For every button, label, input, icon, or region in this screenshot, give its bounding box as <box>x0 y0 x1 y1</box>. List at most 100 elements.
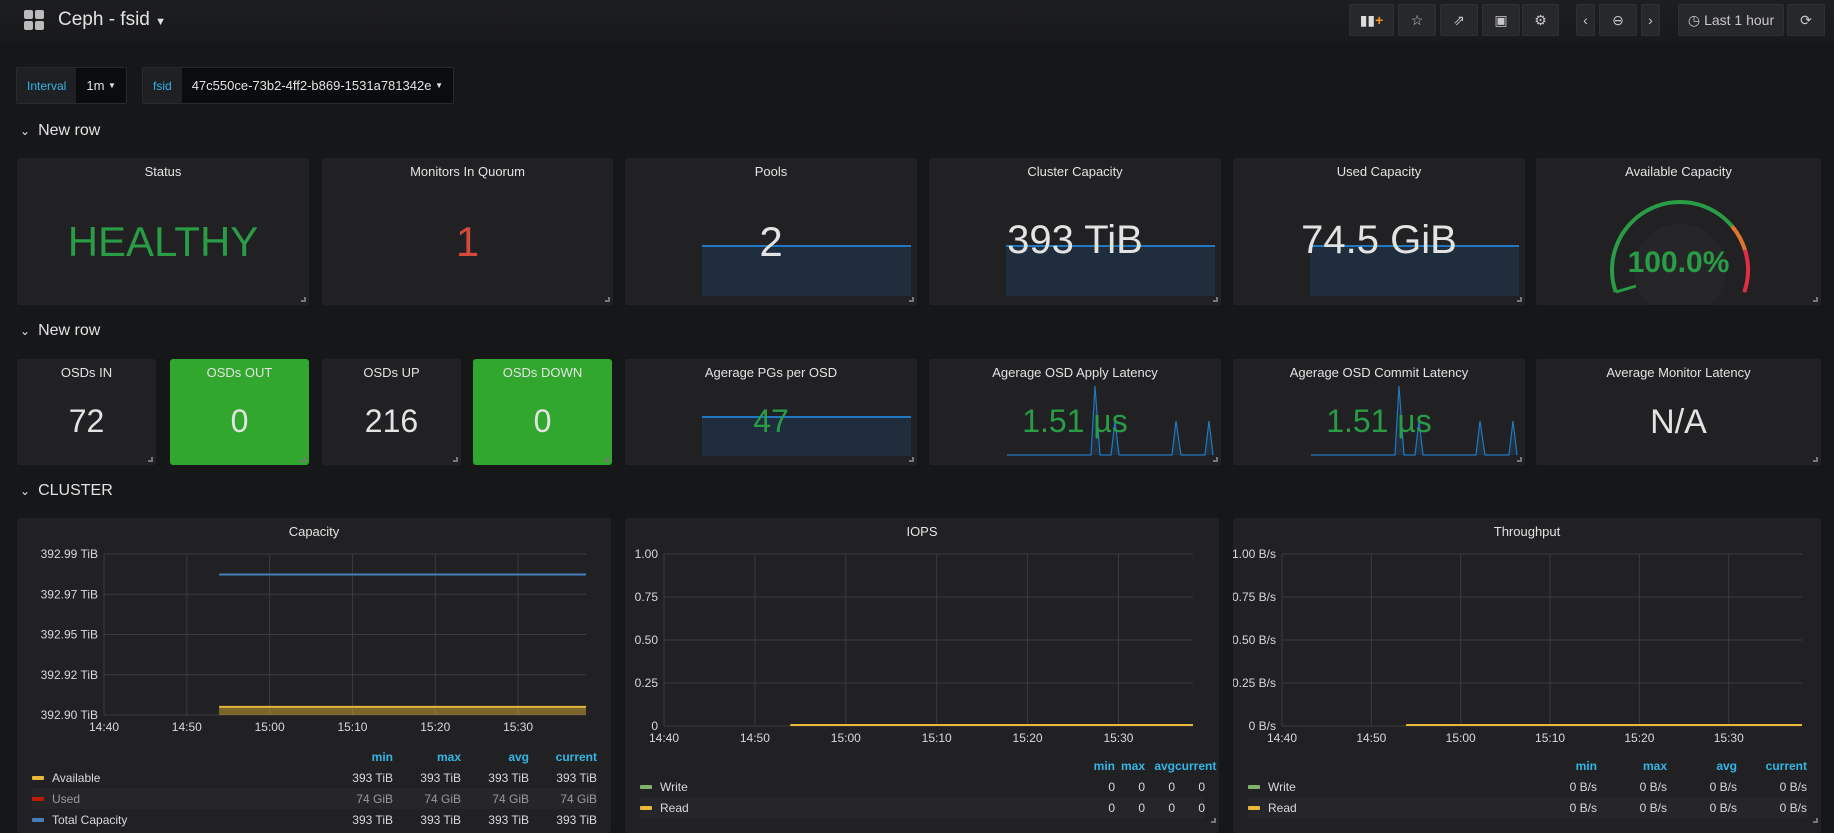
panel-title[interactable]: Status <box>144 164 182 179</box>
legend-series-name[interactable]: Available <box>52 770 101 785</box>
series-color-swatch[interactable] <box>32 817 44 822</box>
legend-item[interactable]: Total Capacity 393 TiB 393 TiB 393 TiB 393 T… <box>32 809 597 830</box>
star-button[interactable]: ☆ <box>1398 4 1436 36</box>
time-forward-button[interactable]: › <box>1641 4 1660 36</box>
legend-item[interactable]: Write 0 0 0 0 <box>640 776 1205 797</box>
sparkline <box>1007 385 1214 456</box>
panel-title[interactable]: OSDs IN <box>60 365 113 380</box>
share-button[interactable]: ⇗ <box>1440 4 1478 36</box>
interval-variable[interactable]: Interval 1m ▼ <box>16 67 127 104</box>
legend-header-avg[interactable]: avg <box>1154 758 1175 773</box>
legend-value-avg: 74 GiB <box>492 791 529 806</box>
zoom-out-button[interactable]: ⊖ <box>1599 4 1637 36</box>
resize-handle[interactable] <box>604 457 609 462</box>
row-header-1[interactable]: ⌄ New row <box>20 122 100 140</box>
add-panel-button[interactable]: ▮▮+ <box>1349 4 1394 36</box>
panel-title[interactable]: Available Capacity <box>1625 164 1732 179</box>
status-panel: Status HEALTHY <box>17 158 309 305</box>
panel-title[interactable]: Agerage OSD Commit Latency <box>1289 365 1469 380</box>
x-tick-label: 14:50 <box>740 731 770 745</box>
panel-title[interactable]: Used Capacity <box>1336 164 1422 179</box>
resize-handle[interactable] <box>1813 818 1818 823</box>
legend-header-max[interactable]: max <box>1120 758 1145 773</box>
legend-value-current: 393 TiB <box>556 770 597 785</box>
legend-header-current[interactable]: current <box>1765 758 1807 773</box>
series-color-swatch[interactable] <box>640 784 652 789</box>
legend-item[interactable]: Read 0 0 0 0 <box>640 797 1205 818</box>
legend-series-name[interactable]: Write <box>1268 779 1296 794</box>
panel-title[interactable]: Capacity <box>288 524 340 539</box>
fsid-variable[interactable]: fsid 47c550ce-73b2-4ff2-b869-1531a781342… <box>142 67 454 104</box>
panel-title[interactable]: Agerage PGs per OSD <box>704 365 838 380</box>
legend-series-name[interactable]: Write <box>660 779 688 794</box>
resize-handle[interactable] <box>605 297 610 302</box>
save-button[interactable]: ▣ <box>1482 4 1520 36</box>
resize-handle[interactable] <box>909 457 914 462</box>
panel-title[interactable]: OSDs DOWN <box>502 365 583 380</box>
legend-header-min[interactable]: min <box>1093 758 1115 773</box>
resize-handle[interactable] <box>1211 818 1216 823</box>
fsid-label: fsid <box>143 68 182 103</box>
legend-item[interactable]: Write 0 B/s 0 B/s 0 B/s 0 B/s <box>1248 776 1807 797</box>
monitor-latency-value: N/A <box>1650 403 1707 441</box>
resize-handle[interactable] <box>301 297 306 302</box>
interval-select[interactable]: 1m ▼ <box>76 68 126 103</box>
time-back-button[interactable]: ‹ <box>1576 4 1595 36</box>
resize-handle[interactable] <box>301 457 306 462</box>
fsid-select[interactable]: 47c550ce-73b2-4ff2-b869-1531a781342e ▼ <box>181 68 453 103</box>
legend-header-avg[interactable]: avg <box>508 749 529 764</box>
dashboard-grid-icon[interactable] <box>24 10 44 30</box>
resize-handle[interactable] <box>1517 457 1522 462</box>
legend-header-max[interactable]: max <box>1642 758 1667 773</box>
refresh-button[interactable]: ⟳ <box>1787 4 1825 36</box>
series-color-swatch[interactable] <box>1248 784 1260 789</box>
iops-graph-panel: IOPS 1.00 0.75 0.50 0.25 0 14:40 14:50 15:00 15:… <box>625 518 1219 833</box>
resize-handle[interactable] <box>909 297 914 302</box>
legend-header-max[interactable]: max <box>436 749 461 764</box>
legend-header-min[interactable]: min <box>371 749 393 764</box>
legend-value-min: 0 B/s <box>1569 779 1597 794</box>
dashboard-title[interactable]: Ceph - fsid ▼ <box>58 9 166 31</box>
time-picker-button[interactable]: ◷ Last 1 hour <box>1678 4 1784 36</box>
panel-title[interactable]: Cluster Capacity <box>1027 164 1123 179</box>
resize-handle[interactable] <box>1213 457 1218 462</box>
row-header-cluster[interactable]: ⌄ CLUSTER <box>20 482 113 500</box>
series-color-swatch[interactable] <box>1248 805 1260 810</box>
panel-title[interactable]: IOPS <box>906 524 938 539</box>
resize-handle[interactable] <box>453 457 458 462</box>
series-color-swatch[interactable] <box>32 796 44 801</box>
legend-series-name[interactable]: Used <box>52 791 81 806</box>
available-capacity-panel: Available Capacity 100.0% <box>1536 158 1821 305</box>
resize-handle[interactable] <box>1517 297 1522 302</box>
legend-header-current[interactable]: current <box>1175 758 1217 773</box>
resize-handle[interactable] <box>1813 297 1818 302</box>
clock-icon: ◷ <box>1687 11 1701 28</box>
panel-title[interactable]: Average Monitor Latency <box>1606 365 1751 380</box>
panel-title[interactable]: OSDs OUT <box>206 365 273 380</box>
legend-series-name[interactable]: Total Capacity <box>52 812 128 827</box>
legend-series-name[interactable]: Read <box>660 800 689 815</box>
series-color-swatch[interactable] <box>32 775 44 780</box>
series-color-swatch[interactable] <box>640 805 652 810</box>
y-tick-label: 392.92 TiB <box>41 668 98 682</box>
panel-title[interactable]: Monitors In Quorum <box>410 164 525 179</box>
legend-item[interactable]: Used 74 GiB 74 GiB 74 GiB 74 GiB <box>32 788 597 809</box>
panel-title[interactable]: Throughput <box>1493 524 1561 539</box>
legend-item[interactable]: Available 393 TiB 393 TiB 393 TiB 393 TiB <box>32 767 597 788</box>
legend-value-max: 0 <box>1138 800 1145 815</box>
legend-series-name[interactable]: Read <box>1268 800 1297 815</box>
resize-handle[interactable] <box>1213 297 1218 302</box>
panel-title[interactable]: OSDs UP <box>363 365 420 380</box>
resize-handle[interactable] <box>1813 457 1818 462</box>
star-icon: ☆ <box>1410 11 1424 28</box>
panel-title[interactable]: Pools <box>754 164 788 179</box>
panel-title[interactable]: Agerage OSD Apply Latency <box>992 365 1158 380</box>
resize-handle[interactable] <box>148 457 153 462</box>
legend-item[interactable]: Read 0 B/s 0 B/s 0 B/s 0 B/s <box>1248 797 1807 818</box>
legend-header-current[interactable]: current <box>555 749 597 764</box>
legend-header-avg[interactable]: avg <box>1716 758 1737 773</box>
settings-button[interactable]: ⚙ <box>1522 4 1559 36</box>
legend-header-min[interactable]: min <box>1575 758 1597 773</box>
x-tick-label: 15:00 <box>1446 731 1476 745</box>
row-header-2[interactable]: ⌄ New row <box>20 322 100 340</box>
